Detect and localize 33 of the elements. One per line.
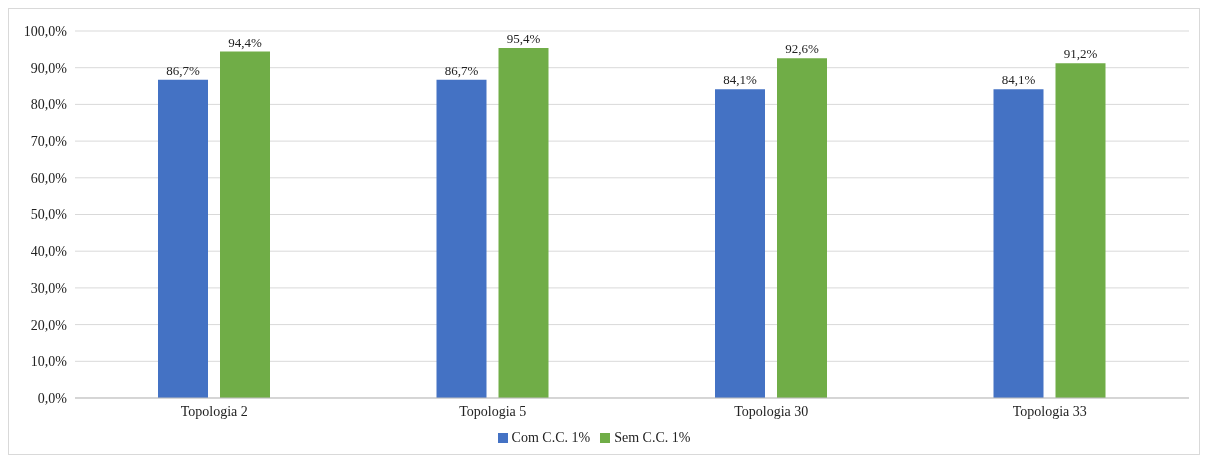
y-tick-label: 30,0%: [30, 280, 68, 296]
y-tick-label: 20,0%: [30, 317, 68, 333]
data-label: 92,6%: [785, 41, 819, 57]
data-label: 86,7%: [166, 62, 200, 78]
data-label: 91,2%: [1063, 46, 1098, 62]
y-tick-label: 40,0%: [30, 244, 68, 260]
data-label: 86,7%: [444, 62, 479, 78]
bar: [436, 79, 487, 398]
bar: [498, 47, 549, 398]
y-tick-label: 60,0%: [30, 170, 68, 186]
data-label: 84,1%: [723, 72, 757, 88]
y-tick-label: 10,0%: [30, 354, 68, 370]
bar: [158, 79, 208, 398]
legend-label: Sem C.C. 1%: [614, 430, 691, 445]
x-tick-label: Topologia 30: [734, 403, 809, 419]
bar: [777, 58, 827, 398]
bar: [715, 89, 765, 398]
y-tick-label: 90,0%: [30, 60, 68, 76]
bar: [993, 89, 1044, 398]
x-tick-label: Topologia 2: [180, 403, 248, 419]
bar: [1055, 63, 1106, 398]
y-tick-label: 100,0%: [23, 23, 68, 39]
y-tick-label: 0,0%: [37, 390, 68, 406]
data-label: 95,4%: [506, 30, 541, 46]
y-tick-label: 50,0%: [30, 207, 68, 223]
y-tick-label: 80,0%: [30, 97, 68, 113]
data-label: 94,4%: [228, 34, 262, 50]
y-tick-label: 70,0%: [30, 134, 68, 150]
data-label: 84,1%: [1001, 72, 1036, 88]
bar: [220, 51, 270, 398]
x-tick-label: Topologia 5: [459, 403, 527, 419]
x-tick-label: Topologia 33: [1012, 403, 1087, 419]
legend-label: Com C.C. 1%: [511, 430, 591, 445]
